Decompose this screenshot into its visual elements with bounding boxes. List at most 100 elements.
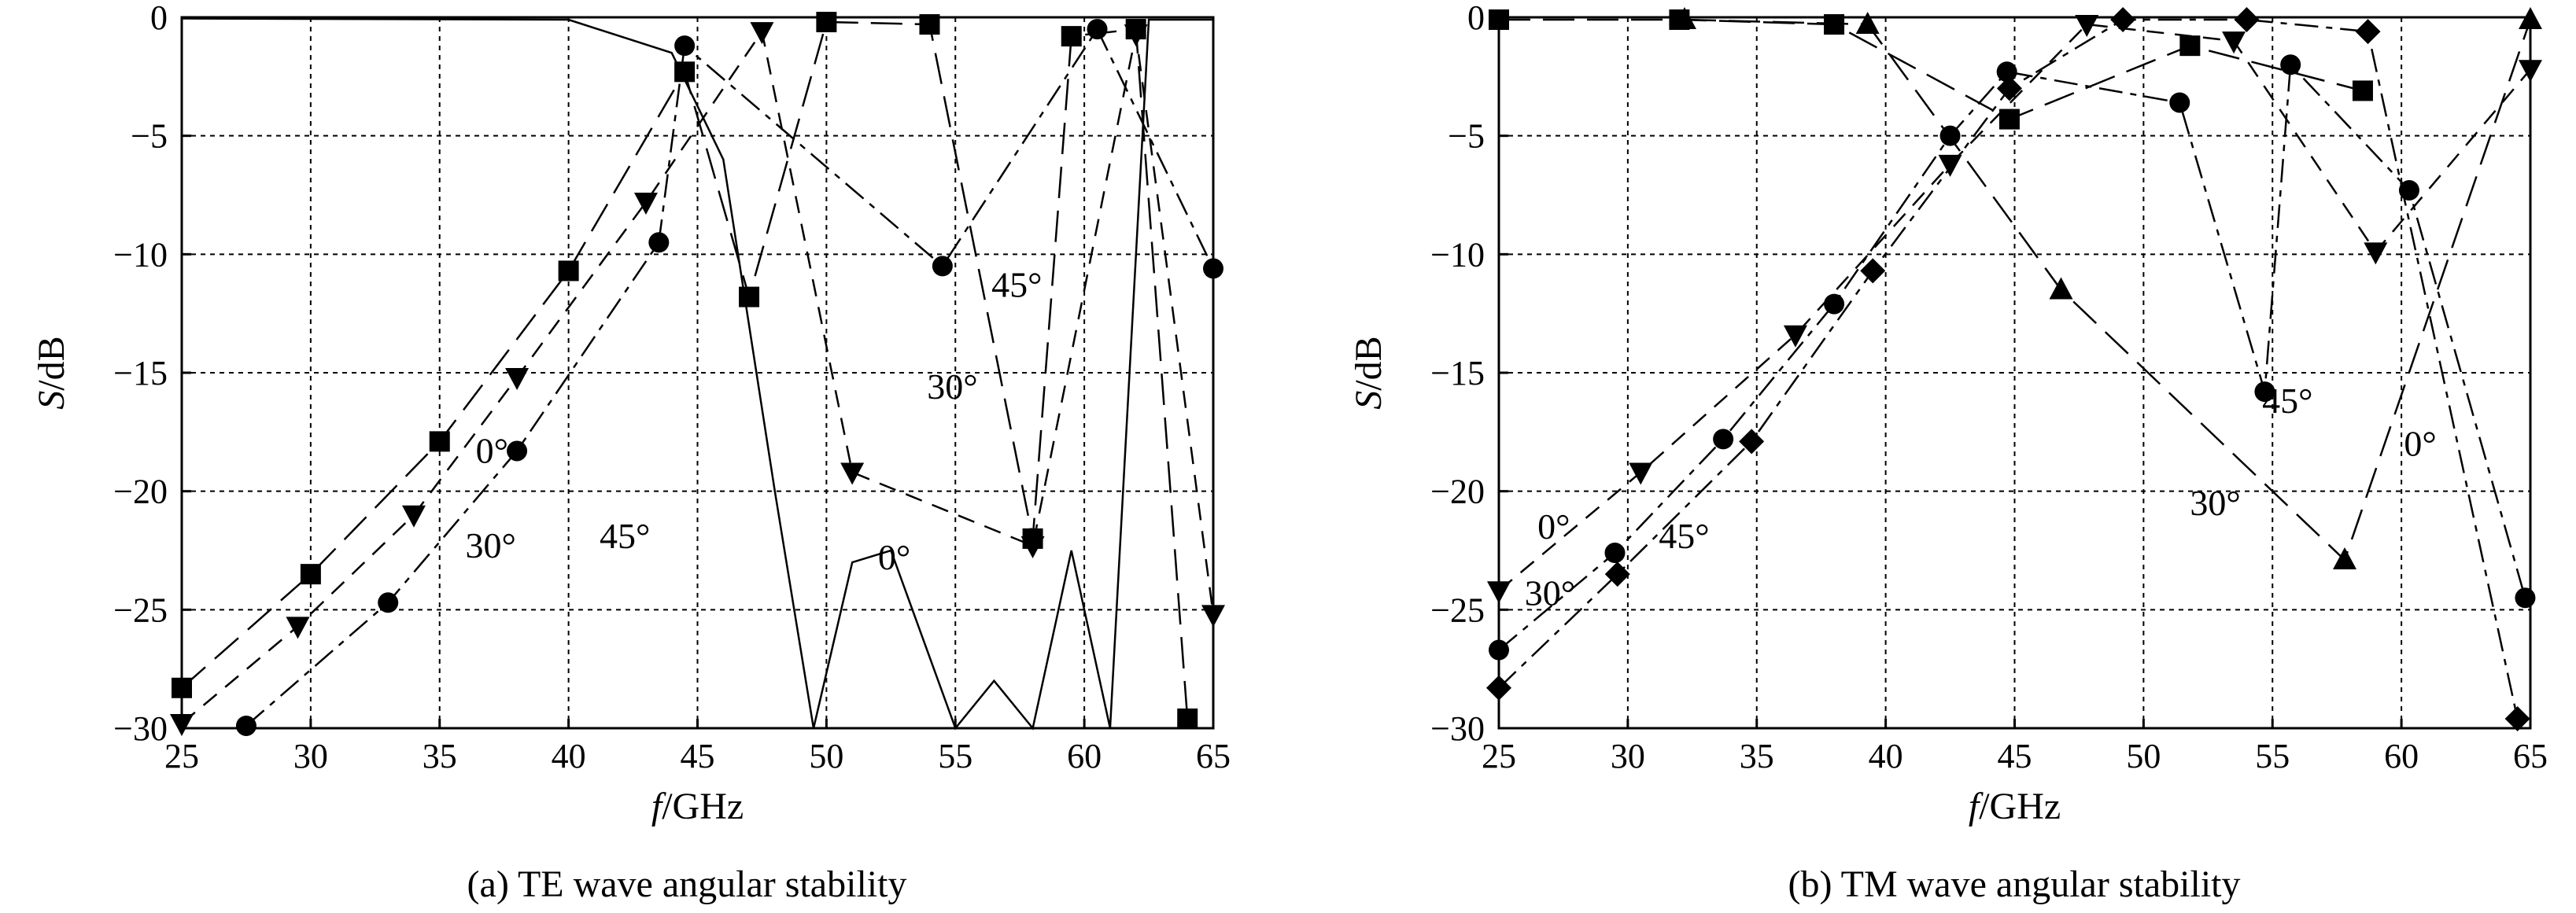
data-point-circle xyxy=(1713,429,1734,450)
data-point-circle xyxy=(1824,293,1845,315)
data-point-circle xyxy=(648,232,670,253)
x-tick-label: 25 xyxy=(164,737,199,775)
data-point-square xyxy=(558,260,579,282)
data-point-square xyxy=(429,431,450,452)
y-tick-label: −10 xyxy=(113,235,168,274)
y-axis-label: S/dB xyxy=(1348,336,1389,409)
y-tick-label: −15 xyxy=(1430,354,1485,392)
series-line-1 xyxy=(181,28,1215,724)
data-point-diamond xyxy=(1996,75,2022,101)
data-point-triangle-down xyxy=(633,193,658,215)
data-point-square xyxy=(300,564,321,585)
data-point-circle xyxy=(932,256,953,277)
angle-annotation: 0° xyxy=(2404,423,2436,463)
series-line-0 xyxy=(1499,18,2364,120)
series-line-0 xyxy=(181,20,1189,719)
data-point-circle xyxy=(378,592,399,613)
x-tick-label: 65 xyxy=(2513,737,2548,775)
data-point-square xyxy=(1177,708,1198,729)
data-point-square xyxy=(739,286,760,307)
y-tick-label: −5 xyxy=(1448,117,1485,156)
data-point-circle xyxy=(1087,19,1108,40)
y-tick-label: −20 xyxy=(113,473,168,511)
y-tick-label: −30 xyxy=(1430,709,1485,748)
angle-annotation: 0° xyxy=(1537,506,1570,547)
x-tick-label: 35 xyxy=(1740,737,1774,775)
x-tick-label: 35 xyxy=(423,737,457,775)
data-point-circle xyxy=(2280,54,2301,75)
y-axis-label: S/dB xyxy=(31,336,72,409)
data-point-square xyxy=(1061,26,1082,47)
y-tick-label: 0 xyxy=(1467,0,1485,37)
data-point-diamond xyxy=(1604,561,1630,587)
y-tick-label: −5 xyxy=(131,117,168,156)
data-point-circle xyxy=(507,440,528,462)
series-line-3 xyxy=(181,17,1213,731)
data-point-triangle-down xyxy=(401,505,426,528)
angle-annotation: 45° xyxy=(600,516,650,556)
data-point-circle xyxy=(1996,61,2017,83)
x-axis-label: f/GHz xyxy=(651,786,744,827)
data-point-triangle-down xyxy=(505,368,530,391)
series-line-4 xyxy=(1684,18,2532,562)
data-point-triangle-down xyxy=(840,462,865,485)
x-tick-label: 60 xyxy=(2384,737,2419,775)
data-point-square xyxy=(1998,109,2020,130)
y-tick-label: −10 xyxy=(1430,235,1485,274)
data-point-triangle-up xyxy=(2049,277,2073,300)
series-line-1 xyxy=(1498,23,2531,592)
data-point-triangle-down xyxy=(2222,31,2246,54)
y-axis-label-unit: /dB xyxy=(31,336,72,390)
x-tick-label: 45 xyxy=(1998,737,2032,775)
series-line-2 xyxy=(245,27,1215,727)
data-point-circle xyxy=(2169,92,2190,113)
y-tick-label: −25 xyxy=(1430,591,1485,629)
x-tick-label: 55 xyxy=(2255,737,2290,775)
data-point-diamond xyxy=(2234,7,2260,33)
y-tick-label: −20 xyxy=(1430,473,1485,511)
x-tick-label: 50 xyxy=(809,737,843,775)
data-point-circle xyxy=(2515,587,2536,609)
data-point-diamond xyxy=(1739,429,1765,455)
angle-annotation: 45° xyxy=(2262,381,2312,421)
x-axis-label-unit: /GHz xyxy=(1979,786,2061,827)
angle-annotation: 0° xyxy=(476,431,508,471)
y-tick-label: −30 xyxy=(113,709,168,748)
y-axis-label-symbol: S xyxy=(31,391,72,410)
angle-annotation: 30° xyxy=(927,366,977,407)
data-point-triangle-up xyxy=(2333,547,2357,570)
data-point-triangle-down xyxy=(2075,15,2099,38)
data-point-triangle-up xyxy=(1855,12,1880,35)
data-point-circle xyxy=(2254,381,2275,403)
y-axis-label-symbol: S xyxy=(1348,391,1389,410)
x-tick-label: 40 xyxy=(552,737,586,775)
data-point-circle xyxy=(235,715,256,736)
y-axis-label-unit: /dB xyxy=(1348,336,1389,390)
data-point-square xyxy=(816,12,837,33)
x-tick-label: 30 xyxy=(1611,737,1645,775)
x-tick-label: 25 xyxy=(1482,737,1516,775)
y-tick-label: −25 xyxy=(113,591,168,629)
angle-annotation: 0° xyxy=(878,537,910,577)
panel-caption: (a) TE wave angular stability xyxy=(467,863,907,905)
data-point-square xyxy=(2352,80,2373,101)
x-tick-label: 50 xyxy=(2126,737,2161,775)
angle-annotation: 30° xyxy=(466,525,516,565)
data-point-triangle-down xyxy=(750,22,774,45)
y-tick-label: 0 xyxy=(150,0,168,37)
data-point-diamond xyxy=(2110,7,2136,33)
data-point-triangle-down xyxy=(1783,325,1807,348)
angle-annotation: 30° xyxy=(2190,483,2240,523)
angle-annotation: 30° xyxy=(1525,572,1575,613)
panel-caption: (b) TM wave angular stability xyxy=(1788,863,2241,905)
data-point-diamond xyxy=(2355,19,2381,45)
data-point-triangle-down xyxy=(286,617,310,639)
y-tick-label: −15 xyxy=(113,354,168,392)
data-point-circle xyxy=(674,35,696,57)
x-tick-label: 40 xyxy=(1869,737,1903,775)
angle-annotation: 45° xyxy=(991,265,1042,305)
x-tick-label: 45 xyxy=(681,737,715,775)
angle-annotation: 45° xyxy=(1659,516,1709,556)
